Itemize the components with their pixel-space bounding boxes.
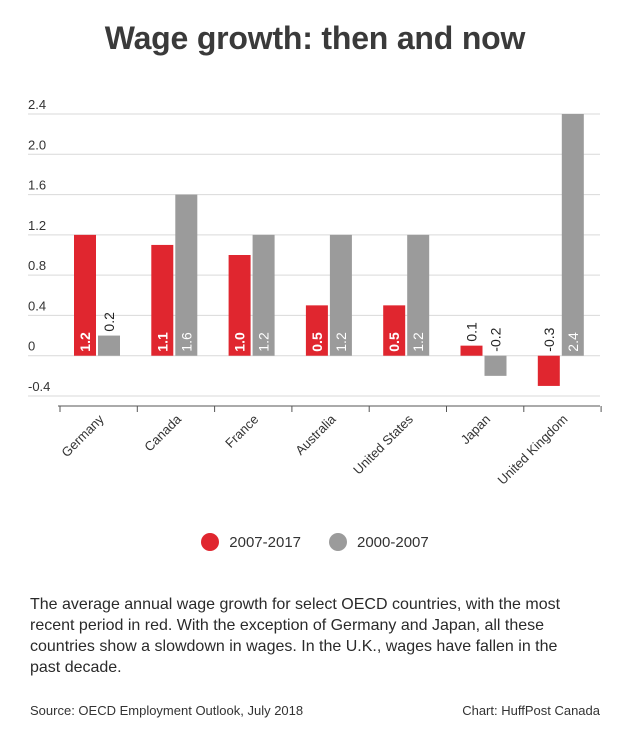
- bar-earlier: [252, 234, 275, 356]
- value-label: 0.5: [309, 332, 325, 352]
- bar-recent: [383, 305, 406, 356]
- value-label: -0.2: [488, 327, 504, 351]
- value-label: 1.6: [178, 332, 194, 352]
- legend-item-recent: 2007-2017: [201, 533, 301, 551]
- y-tick-label: -0.4: [28, 379, 50, 394]
- bar-earlier: [561, 114, 584, 356]
- x-tick-labels: Germany Canada France Australia United State…: [58, 411, 570, 488]
- bar-earlier: [329, 234, 352, 356]
- y-tick-label: 1.2: [28, 218, 46, 233]
- legend-item-earlier: 2000-2007: [329, 533, 429, 551]
- value-label: -0.3: [541, 327, 557, 351]
- y-tick-label: 0.8: [28, 258, 46, 273]
- bar-recent: [151, 244, 174, 356]
- value-label: 1.1: [154, 332, 170, 352]
- bar-recent: [228, 255, 251, 356]
- bars: [74, 114, 584, 386]
- y-tick-label: 2.4: [28, 97, 46, 112]
- value-label: 1.2: [256, 332, 272, 352]
- x-tick-label: Australia: [292, 411, 339, 458]
- legend-label-earlier: 2000-2007: [357, 533, 429, 551]
- x-tick-label: United Kingdom: [495, 412, 571, 488]
- legend-label-recent: 2007-2017: [229, 533, 301, 551]
- bar-recent: [74, 234, 96, 356]
- legend-swatch-earlier-icon: [329, 533, 347, 551]
- bar-recent: [537, 355, 560, 386]
- bar-chart: 2.42.01.61.20.80.40-0.4 1.20.21.1 1.6 1.0 1…: [28, 97, 602, 488]
- x-tick-label: Japan: [458, 412, 494, 448]
- x-tick-label: United States: [350, 411, 416, 477]
- y-tick-labels: 2.4 2.0 1.6 1.2 0.8 0.4 0 -0.4: [28, 97, 50, 394]
- value-label: 1.0: [232, 332, 248, 352]
- value-labels: 1.2 0.2 1.1 1.6 1.0 1.2 0.5 1.2 0.5 1.2 0.1 -0.2 -0.…: [77, 312, 581, 352]
- value-label: 0.5: [386, 332, 402, 352]
- x-axis: [58, 405, 602, 412]
- y-tick-label: 2.0: [28, 137, 46, 152]
- bar-earlier: [175, 194, 198, 356]
- value-label: 1.2: [410, 332, 426, 352]
- bar-recent: [305, 305, 328, 356]
- bar-recent: [460, 345, 483, 356]
- value-label: 0.1: [464, 322, 480, 342]
- bar-earlier: [98, 335, 120, 356]
- y-tick-label: 1.6: [28, 178, 46, 193]
- source-note: Source: OECD Employment Outlook, July 20…: [30, 703, 304, 718]
- value-label: 2.4: [565, 332, 581, 352]
- y-tick-label: 0: [28, 339, 35, 354]
- bar-earlier: [407, 234, 430, 356]
- value-label: 1.2: [333, 332, 349, 352]
- x-tick-label: Germany: [58, 411, 107, 460]
- value-label: 1.2: [77, 332, 93, 352]
- chart-title: Wage growth: then and now: [104, 20, 526, 56]
- chart-credit: Chart: HuffPost Canada: [462, 703, 600, 718]
- y-tick-label: 0.4: [28, 298, 46, 313]
- bar-earlier: [484, 355, 507, 376]
- value-label: 0.2: [101, 312, 117, 332]
- x-tick-label: Canada: [141, 411, 184, 454]
- chart-description: The average annual wage growth for selec…: [30, 596, 561, 676]
- x-tick-label: France: [222, 412, 261, 451]
- legend: 2007-2017 2000-2007: [0, 533, 630, 551]
- legend-swatch-recent-icon: [201, 533, 220, 551]
